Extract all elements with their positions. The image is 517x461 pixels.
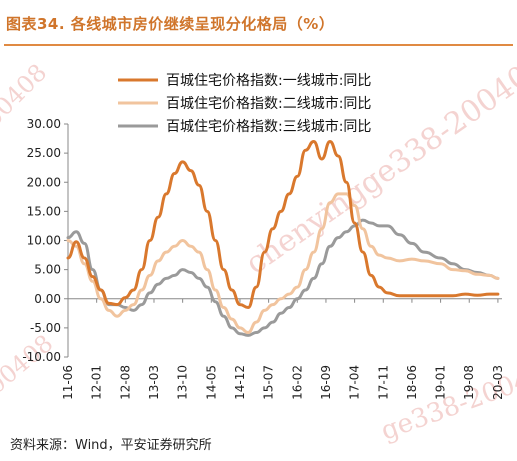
y-tick-label: 0.00 <box>34 292 61 306</box>
series-layer <box>66 140 500 337</box>
legend: 百城住宅价格指数:一线城市:同比百城住宅价格指数:二线城市:同比百城住宅价格指数… <box>118 72 371 135</box>
y-tick-label: 30.00 <box>27 117 61 131</box>
x-tick-label: 19-08 <box>462 365 476 400</box>
y-axis: -10.00 -5.00 0.00 5.00 10.00 15.00 20.00 25.00 3… <box>22 117 69 364</box>
series-line-3 <box>66 218 500 337</box>
watermark-text: 00408 <box>0 329 58 400</box>
x-tick-label: 14-12 <box>233 365 247 400</box>
y-tick-label: 10.00 <box>27 234 61 248</box>
y-tick-label: 25.00 <box>27 146 61 160</box>
x-tick-label: 17-11 <box>376 365 390 400</box>
x-tick-label: 17-04 <box>348 365 362 400</box>
figure-title: 图表34. 各线城市房价继续呈现分化格局（%） <box>6 15 335 33</box>
series-line-2 <box>66 192 500 334</box>
y-tick-label: 15.00 <box>27 204 61 218</box>
x-tick-label: 11-06 <box>61 365 75 400</box>
x-axis: 11-06 12-01 12-08 13-03 13-10 14-05 14-12 15-07… <box>61 298 505 400</box>
y-tick-label: 5.00 <box>34 263 61 277</box>
series-line-1 <box>66 140 500 309</box>
y-tick-label: -5.00 <box>30 321 61 335</box>
x-tick-label: 16-09 <box>319 365 333 400</box>
x-tick-label: 20-03 <box>491 365 505 400</box>
x-tick-label: 13-10 <box>176 365 190 400</box>
legend-label-3: 百城住宅价格指数:三线城市:同比 <box>166 118 371 135</box>
x-tick-label: 18-06 <box>405 365 419 400</box>
x-tick-label: 12-01 <box>90 365 104 400</box>
x-tick-label: 16-02 <box>290 365 304 400</box>
x-tick-label: 12-08 <box>118 365 132 400</box>
y-tick-label: 20.00 <box>27 175 61 189</box>
legend-label-1: 百城住宅价格指数:一线城市:同比 <box>166 72 371 89</box>
title-divider <box>4 44 513 46</box>
x-tick-label: 15-07 <box>262 365 276 400</box>
source-note: 资料来源：Wind，平安证券研究所 <box>10 438 212 453</box>
x-tick-label: 13-03 <box>147 365 161 400</box>
y-tick-label: -10.00 <box>22 350 61 364</box>
x-tick-label: 14-05 <box>204 365 218 400</box>
legend-label-2: 百城住宅价格指数:二线城市:同比 <box>166 95 371 112</box>
x-tick-label: 19-01 <box>434 365 448 400</box>
